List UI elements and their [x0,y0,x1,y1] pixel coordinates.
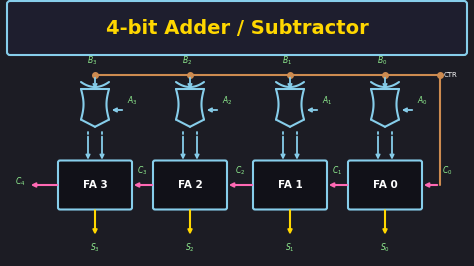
Text: $C_2$: $C_2$ [235,164,245,177]
Text: $C_0$: $C_0$ [442,164,453,177]
Text: $A_1$: $A_1$ [322,94,332,107]
FancyBboxPatch shape [153,160,227,210]
Text: FA 0: FA 0 [373,180,397,190]
Text: $B_1$: $B_1$ [282,55,292,67]
Text: $S_3$: $S_3$ [90,242,100,254]
Text: FA 1: FA 1 [278,180,302,190]
Text: CTR: CTR [444,72,458,78]
Text: $A_0$: $A_0$ [417,94,428,107]
Text: $S_1$: $S_1$ [285,242,295,254]
Text: FA 3: FA 3 [82,180,108,190]
Text: $S_2$: $S_2$ [185,242,195,254]
FancyBboxPatch shape [7,1,467,55]
Text: $B_2$: $B_2$ [182,55,192,67]
FancyBboxPatch shape [58,160,132,210]
Text: $A_2$: $A_2$ [222,94,233,107]
Text: $A_3$: $A_3$ [127,94,137,107]
Text: 4-bit Adder / Subtractor: 4-bit Adder / Subtractor [106,19,368,38]
Text: $S_0$: $S_0$ [380,242,390,254]
Text: $C_1$: $C_1$ [332,164,343,177]
Text: FA 2: FA 2 [178,180,202,190]
Text: $B_0$: $B_0$ [377,55,387,67]
FancyBboxPatch shape [253,160,327,210]
Text: $C_4$: $C_4$ [15,176,25,188]
Text: $C_3$: $C_3$ [137,164,148,177]
FancyBboxPatch shape [348,160,422,210]
Text: $B_3$: $B_3$ [87,55,97,67]
